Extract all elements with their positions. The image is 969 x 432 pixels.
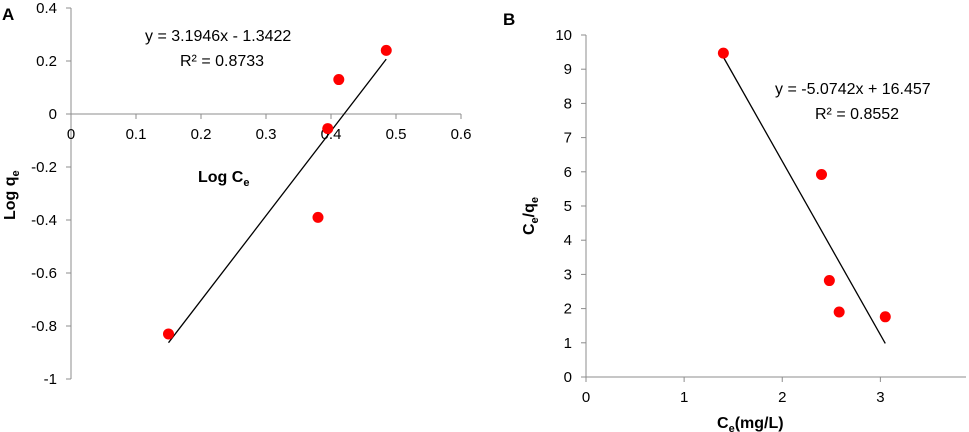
panel-b-x-tick-label: 0 (582, 389, 590, 406)
panel-b-y-axis-title-sub: e (529, 217, 541, 223)
panel-b-x-axis-title-suffix: (mg/L) (735, 415, 784, 432)
panel-b-y-axis-title-main: C (521, 223, 538, 235)
panel-b-r-squared: R² = 0.8552 (815, 106, 899, 123)
panel-a-y-tick-label: 0 (49, 106, 57, 123)
panel-a-data-point (322, 123, 334, 135)
panel-b-y-tick-label: 1 (564, 335, 572, 352)
panel-b-y-tick-label: 7 (564, 130, 572, 147)
panel-a-y-axis-title-sub: e (10, 170, 22, 176)
panel-b-label: B (503, 10, 515, 29)
panel-a-trendline (167, 58, 387, 344)
panel-b-x-tick-label: 1 (680, 389, 688, 406)
panel-a-y-tick-label: -0.2 (31, 159, 57, 176)
panel-a-y-tick-label: 0.4 (36, 0, 57, 17)
panel-a-axes (70, 8, 461, 379)
panel-a-y-tick-label: -1 (44, 371, 57, 388)
panel-b-data-point (717, 47, 729, 59)
panel-b-y-tick-label: 2 (564, 301, 572, 318)
panel-a-trendline-group (167, 58, 387, 344)
panel-b-y-tick-label: 6 (564, 164, 572, 181)
panel-b-trendline-group (722, 56, 886, 344)
panel-a-x-tick-label: 0.5 (386, 126, 407, 143)
panel-b-y-tick-label: 8 (564, 95, 572, 112)
panel-a-y-tick-label: -0.4 (31, 212, 57, 229)
panel-a-x-tick-label: 0.3 (256, 126, 277, 143)
panel-b-y-tick-label: 9 (564, 61, 572, 78)
panel-b-y-tick-label: 10 (555, 27, 572, 44)
panel-a-points (163, 44, 392, 340)
panel-a-x-tick-label: 0.6 (451, 126, 472, 143)
panel-a-x-axis-title-main: Log C (198, 169, 244, 186)
panel-b-data-point (879, 311, 891, 323)
panel-b-y-axis-title: Ce/qe (521, 197, 541, 235)
panel-b-x-axis-title: Ce(mg/L) (717, 415, 784, 432)
panel-b-data-point (833, 306, 845, 318)
panel-a-y-tick-label: -0.8 (31, 318, 57, 335)
panel-b-y-tick-label: 0 (564, 369, 572, 386)
panel-a-x-tick-label: 0.2 (191, 126, 212, 143)
panel-b-y-tick-label: 3 (564, 266, 572, 283)
panel-a-r-squared: R² = 0.8733 (180, 53, 264, 70)
panel-a-label: A (2, 5, 14, 24)
panel-a-data-point (333, 74, 345, 86)
panel-b-y-tick-label: 5 (564, 198, 572, 215)
panel-a-x-tick-label: 0 (67, 126, 75, 143)
panel-b-y-tick-label: 4 (564, 232, 572, 249)
panel-a-x-tick-label: 0.1 (126, 126, 147, 143)
panel-a-y-tick-label: -0.6 (31, 265, 57, 282)
panel-b-ticks: 0 1 2 3 0 1 2 3 4 5 6 7 8 9 10 (555, 27, 884, 406)
panel-b-equation: y = -5.0742x + 16.457 (775, 81, 931, 98)
panel-b-trendline (722, 56, 886, 344)
panel-b-x-axis-title-sub: e (729, 423, 735, 432)
panel-b-x-axis-title-main: C (717, 415, 729, 432)
panel-a-x-axis-title-sub: e (243, 177, 249, 189)
panel-a-data-point (312, 211, 324, 223)
panel-b-y-axis-title-mid: /q (521, 203, 538, 217)
panel-a-equation: y = 3.1946x - 1.3422 (145, 28, 291, 45)
panel-b-points (717, 47, 891, 323)
panel-a-data-point (380, 44, 392, 56)
panel-a-y-axis-title: Log qe (2, 170, 22, 220)
panel-a-x-axis-title: Log Ce (198, 169, 249, 189)
panel-b-data-point (816, 169, 827, 181)
panel-a-data-point (163, 328, 174, 340)
panel-a-y-tick-label: 0.2 (36, 53, 57, 70)
panel-b-x-tick-label: 3 (876, 389, 884, 406)
panel-b-y-axis-title-sub2: e (529, 197, 541, 203)
panel-b-data-point (823, 275, 835, 287)
panel-b-x-tick-label: 2 (778, 389, 786, 406)
panel-a-y-axis-title-main: Log q (2, 176, 19, 220)
panel-a: A 0 0.1 0.2 0.3 0.4 0.5 0.6 -1 -0.8 -0.6 -0.4 -0.2 0… (2, 0, 471, 388)
